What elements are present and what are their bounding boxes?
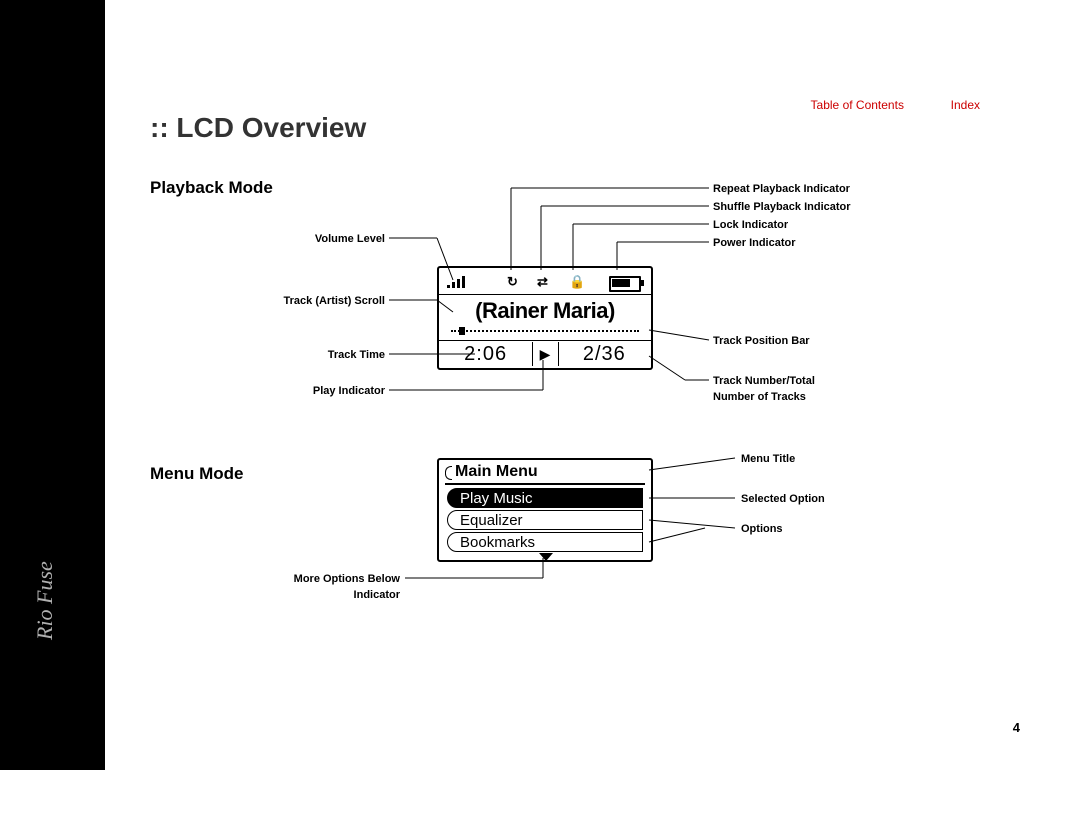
page-number: 4: [1013, 720, 1020, 735]
label-more-below-1: More Options Below: [255, 572, 400, 587]
label-play-indicator: Play Indicator: [280, 384, 385, 399]
product-name: Rio Fuse: [32, 561, 58, 640]
more-below-arrow-icon: [539, 553, 553, 561]
label-volume: Volume Level: [265, 232, 385, 247]
label-posbar: Track Position Bar: [713, 334, 810, 349]
sidebar-black: Rio Fuse: [0, 0, 105, 770]
track-position-bar: [451, 328, 639, 334]
label-options: Options: [741, 522, 783, 537]
product-name-text: Rio Fuse: [32, 561, 57, 640]
shuffle-icon: ⇄: [537, 274, 548, 290]
lcd-menu-title: Main Menu: [445, 463, 645, 485]
toc-link[interactable]: Table of Contents: [811, 98, 904, 112]
label-selected-option: Selected Option: [741, 492, 825, 507]
repeat-icon: ↻: [507, 274, 518, 290]
volume-bars-icon: [447, 276, 465, 288]
play-icon: ▶: [532, 346, 557, 363]
label-more-below-2: Indicator: [255, 588, 400, 603]
label-lock: Lock Indicator: [713, 218, 788, 233]
label-power: Power Indicator: [713, 236, 796, 251]
battery-icon: [609, 276, 641, 292]
lcd-menu-opt-1: Play Music: [447, 488, 643, 508]
label-count-1: Track Number/Total: [713, 374, 815, 389]
lcd-menu-opt-3: Bookmarks: [447, 532, 643, 552]
lcd-menu-opt-2: Equalizer: [447, 510, 643, 530]
label-menu-title: Menu Title: [741, 452, 795, 467]
lock-icon: 🔒: [569, 274, 585, 290]
lcd-track-time: 2:06: [439, 343, 532, 366]
lcd-track-count: 2/36: [558, 343, 651, 366]
section-playback-title: Playback Mode: [150, 178, 273, 198]
lcd-menu: Main Menu Play Music Equalizer Bookmarks: [437, 458, 653, 562]
label-count-2: Number of Tracks: [713, 390, 806, 405]
lcd-artist-text: (Rainer Maria): [443, 298, 647, 324]
lcd-bottom-row: 2:06 ▶ 2/36: [439, 342, 651, 366]
lcd-playback: ↻ ⇄ 🔒 (Rainer Maria) 2:06 ▶ 2/36: [437, 266, 653, 370]
index-link[interactable]: Index: [951, 98, 980, 112]
label-repeat: Repeat Playback Indicator: [713, 182, 850, 197]
nav-links: Table of Contents Index: [811, 98, 980, 112]
label-track-time: Track Time: [305, 348, 385, 363]
label-shuffle: Shuffle Playback Indicator: [713, 200, 851, 215]
section-menu-title: Menu Mode: [150, 464, 244, 484]
page-title: :: LCD Overview: [150, 112, 366, 144]
label-artist-scroll: Track (Artist) Scroll: [245, 294, 385, 309]
